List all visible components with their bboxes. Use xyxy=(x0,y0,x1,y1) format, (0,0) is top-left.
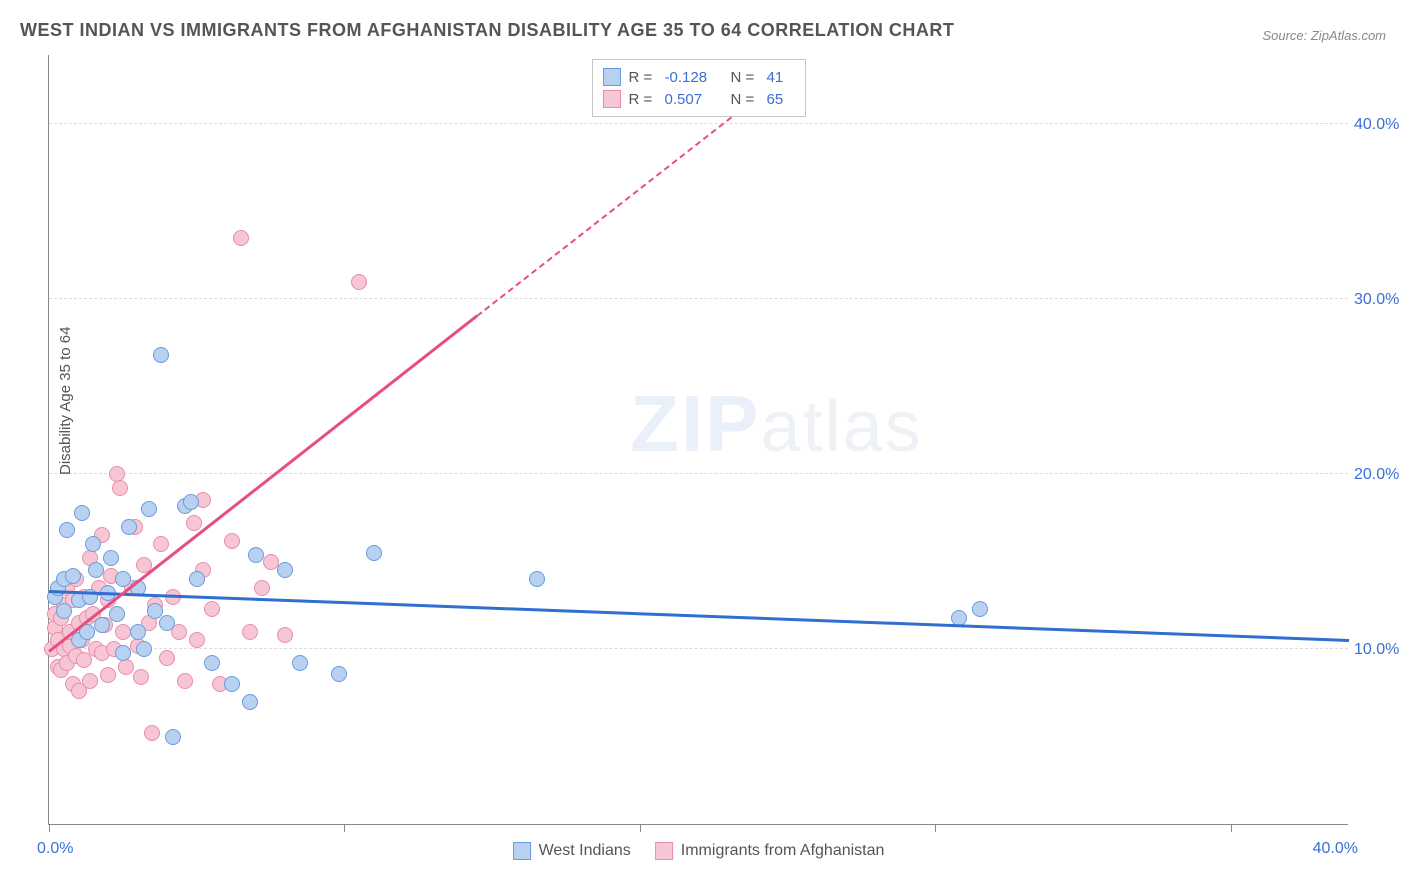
data-point xyxy=(224,533,240,549)
r-label: R = xyxy=(629,69,657,86)
n-value-blue: 41 xyxy=(767,69,795,86)
data-point xyxy=(121,519,137,535)
source-label: Source: ZipAtlas.com xyxy=(1262,28,1386,43)
data-point xyxy=(130,624,146,640)
data-point xyxy=(56,603,72,619)
data-point xyxy=(248,547,264,563)
data-point xyxy=(112,480,128,496)
data-point xyxy=(254,580,270,596)
chart-area: ZIPatlas 10.0%20.0%30.0%40.0% Disability… xyxy=(48,55,1348,825)
y-tick-label: 20.0% xyxy=(1354,466,1406,484)
data-point xyxy=(59,522,75,538)
data-point xyxy=(85,536,101,552)
watermark: ZIPatlas xyxy=(630,378,923,470)
n-label: N = xyxy=(731,69,759,86)
legend-swatch-blue xyxy=(603,68,621,86)
data-point xyxy=(74,505,90,521)
data-point xyxy=(94,617,110,633)
data-point xyxy=(189,571,205,587)
r-value-blue: -0.128 xyxy=(665,69,723,86)
data-point xyxy=(165,729,181,745)
data-point xyxy=(204,655,220,671)
legend-item-blue: West Indians xyxy=(513,842,631,860)
legend-label-pink: Immigrants from Afghanistan xyxy=(681,842,885,860)
watermark-zip: ZIP xyxy=(630,379,760,468)
y-axis-label: Disability Age 35 to 64 xyxy=(57,327,74,475)
data-point xyxy=(242,624,258,640)
data-point xyxy=(529,571,545,587)
data-point xyxy=(115,645,131,661)
data-point xyxy=(351,274,367,290)
data-point xyxy=(115,571,131,587)
data-point xyxy=(100,667,116,683)
legend-swatch-blue xyxy=(513,842,531,860)
data-point xyxy=(292,655,308,671)
data-point xyxy=(118,659,134,675)
data-point xyxy=(189,632,205,648)
data-point xyxy=(204,601,220,617)
data-point xyxy=(153,536,169,552)
x-tick-label-min: 0.0% xyxy=(37,840,73,858)
data-point xyxy=(65,568,81,584)
data-point xyxy=(224,676,240,692)
data-point xyxy=(82,673,98,689)
legend-swatch-pink xyxy=(655,842,673,860)
data-point xyxy=(331,666,347,682)
data-point xyxy=(133,669,149,685)
legend-swatch-pink xyxy=(603,90,621,108)
data-point xyxy=(183,494,199,510)
legend-series: West Indians Immigrants from Afghanistan xyxy=(513,842,885,860)
y-tick-label: 40.0% xyxy=(1354,116,1406,134)
data-point xyxy=(159,615,175,631)
data-point xyxy=(103,550,119,566)
data-point xyxy=(141,501,157,517)
data-point xyxy=(242,694,258,710)
data-point xyxy=(109,606,125,622)
data-point xyxy=(277,627,293,643)
n-value-pink: 65 xyxy=(767,91,795,108)
y-tick-label: 30.0% xyxy=(1354,291,1406,309)
data-point xyxy=(263,554,279,570)
legend-label-blue: West Indians xyxy=(539,842,631,860)
y-tick-label: 10.0% xyxy=(1354,641,1406,659)
x-tick-label-max: 40.0% xyxy=(1313,840,1358,858)
data-point xyxy=(153,347,169,363)
data-point xyxy=(136,641,152,657)
data-point xyxy=(144,725,160,741)
data-point xyxy=(159,650,175,666)
data-point xyxy=(366,545,382,561)
data-point xyxy=(972,601,988,617)
data-point xyxy=(115,624,131,640)
legend-item-pink: Immigrants from Afghanistan xyxy=(655,842,885,860)
n-label: N = xyxy=(731,91,759,108)
r-value-pink: 0.507 xyxy=(665,91,723,108)
legend-correlation: R = -0.128 N = 41 R = 0.507 N = 65 xyxy=(592,59,806,117)
data-point xyxy=(88,562,104,578)
chart-title: WEST INDIAN VS IMMIGRANTS FROM AFGHANIST… xyxy=(20,20,954,41)
watermark-atlas: atlas xyxy=(761,387,923,467)
data-point xyxy=(233,230,249,246)
data-point xyxy=(277,562,293,578)
data-point xyxy=(186,515,202,531)
legend-row-pink: R = 0.507 N = 65 xyxy=(603,88,795,110)
data-point xyxy=(177,673,193,689)
r-label: R = xyxy=(629,91,657,108)
legend-row-blue: R = -0.128 N = 41 xyxy=(603,66,795,88)
